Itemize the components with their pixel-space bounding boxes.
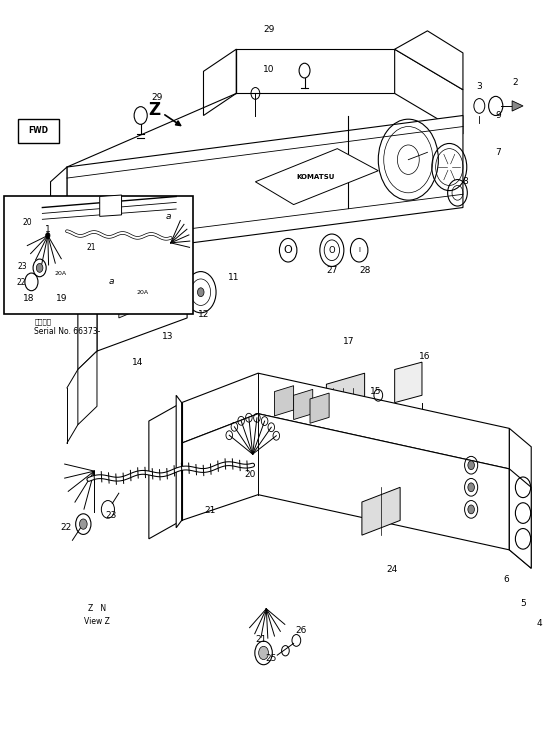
Text: 20A: 20A [137,290,149,296]
Text: 7: 7 [496,148,501,157]
Text: 9: 9 [496,111,501,120]
Polygon shape [395,362,422,403]
Circle shape [198,287,204,296]
Text: 11: 11 [228,273,239,282]
Polygon shape [182,414,509,550]
Text: 22: 22 [16,278,26,287]
Text: 25: 25 [265,653,276,663]
Text: 28: 28 [359,265,371,275]
Text: 29: 29 [152,92,163,101]
Text: 1: 1 [45,225,51,234]
Text: I: I [358,248,360,253]
Polygon shape [509,429,531,568]
Polygon shape [97,237,187,351]
Text: 20: 20 [22,218,32,227]
Polygon shape [294,389,313,420]
Text: 27: 27 [326,265,338,275]
Polygon shape [152,261,169,304]
Bar [4,197,193,314]
Polygon shape [100,195,121,217]
Circle shape [468,505,474,514]
Polygon shape [310,393,329,423]
Text: 22: 22 [60,523,71,532]
Polygon shape [78,270,97,370]
Polygon shape [395,50,463,134]
Text: 29: 29 [264,25,274,34]
Polygon shape [362,487,400,535]
Circle shape [31,287,37,296]
Text: KOMATSU: KOMATSU [296,174,335,180]
Text: Serial No. 66373-: Serial No. 66373- [34,327,100,336]
Text: 20A: 20A [55,271,67,276]
Polygon shape [182,373,509,469]
Polygon shape [512,101,523,111]
Text: 20: 20 [244,469,256,479]
Text: a: a [109,276,115,286]
Polygon shape [135,267,153,310]
Polygon shape [204,50,236,115]
Text: 23: 23 [18,262,27,271]
Text: 18: 18 [23,294,35,303]
Polygon shape [255,149,378,205]
Text: View Z: View Z [84,617,110,626]
Circle shape [468,461,474,469]
Polygon shape [149,403,182,539]
Polygon shape [78,351,97,425]
Polygon shape [274,386,294,416]
Bar [18,119,59,143]
Polygon shape [119,273,136,318]
Circle shape [80,519,87,529]
Polygon shape [395,31,463,89]
Text: 8: 8 [463,177,468,186]
Text: 21: 21 [255,636,266,644]
Text: 21: 21 [86,243,96,252]
Polygon shape [236,50,395,93]
Text: O: O [328,246,335,255]
Text: O: O [284,245,293,255]
Circle shape [259,647,268,660]
Text: 限制序号: 限制序号 [34,319,51,325]
Polygon shape [51,167,67,273]
Circle shape [468,483,474,491]
Text: FWD: FWD [28,126,48,135]
Text: a: a [165,212,171,221]
Text: 26: 26 [295,627,306,636]
Text: Z   N: Z N [88,605,106,613]
Text: 14: 14 [132,358,144,367]
Circle shape [44,287,51,296]
Text: 24: 24 [386,565,397,574]
Text: 12: 12 [198,310,209,319]
Text: 5: 5 [520,599,526,608]
Text: 13: 13 [163,332,173,341]
Text: 21: 21 [204,506,216,515]
Text: 4: 4 [536,619,542,628]
Text: 6: 6 [504,575,509,584]
Text: 2: 2 [512,78,518,87]
Polygon shape [509,469,531,568]
Polygon shape [176,395,182,528]
Circle shape [36,264,43,272]
Circle shape [46,233,50,239]
Text: 19: 19 [55,294,67,303]
Text: 16: 16 [419,352,430,361]
Text: Z: Z [148,101,160,120]
Text: 17: 17 [343,337,354,346]
Text: 10: 10 [264,64,275,74]
Polygon shape [67,115,463,259]
Text: 23: 23 [105,511,116,520]
Text: 3: 3 [477,81,482,91]
Polygon shape [327,373,365,421]
Text: 15: 15 [370,387,382,396]
